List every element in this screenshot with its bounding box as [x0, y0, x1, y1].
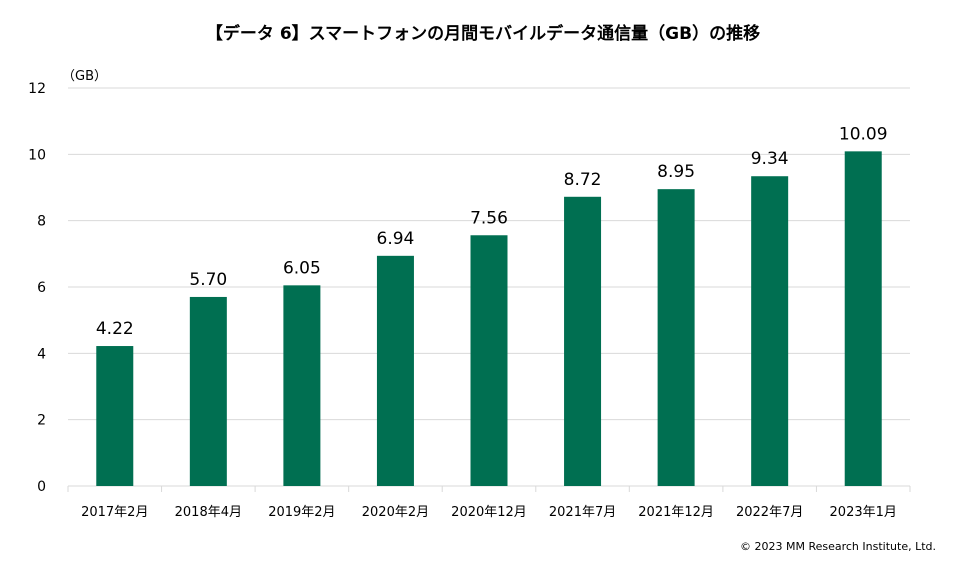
bar: [189, 296, 227, 486]
bar: [751, 176, 789, 486]
data-label: 7.56: [470, 208, 508, 228]
y-tick-label: 10: [28, 147, 46, 163]
x-tick-label: 2020年12月: [451, 505, 527, 520]
y-tick-label: 12: [28, 81, 46, 97]
data-label: 5.70: [189, 270, 227, 290]
x-tick-label: 2017年2月: [81, 505, 148, 520]
bar: [844, 151, 882, 486]
x-tick-label: 2021年7月: [549, 505, 616, 520]
data-label: 10.09: [839, 124, 888, 144]
x-tick-label: 2023年1月: [830, 505, 897, 520]
bar: [376, 255, 414, 486]
x-tick-label: 2021年12月: [638, 505, 714, 520]
chart-title: 【データ 6】スマートフォンの月間モバイルデータ通信量（GB）の推移: [206, 23, 760, 44]
y-tick-label: 2: [37, 413, 46, 429]
data-label: 6.94: [377, 229, 415, 249]
y-tick-label: 8: [37, 214, 46, 230]
copyright: © 2023 MM Research Institute, Ltd.: [740, 540, 936, 553]
data-label: 6.05: [283, 258, 321, 278]
data-label: 9.34: [751, 149, 789, 169]
x-tick-label: 2020年2月: [362, 505, 429, 520]
data-label: 8.95: [657, 162, 695, 182]
bar: [283, 285, 321, 486]
x-tick-label: 2022年7月: [736, 505, 803, 520]
bar: [564, 196, 602, 486]
y-tick-label: 0: [37, 479, 46, 495]
x-tick-label: 2019年2月: [268, 505, 335, 520]
y-tick-label: 6: [37, 280, 46, 296]
x-tick-label: 2018年4月: [175, 505, 242, 520]
bar: [657, 189, 695, 487]
bar: [470, 235, 508, 486]
bar: [96, 346, 134, 486]
data-label: 4.22: [96, 319, 134, 339]
y-tick-label: 4: [37, 346, 46, 362]
data-label: 8.72: [564, 170, 602, 190]
y-axis-unit: （GB）: [62, 69, 107, 84]
